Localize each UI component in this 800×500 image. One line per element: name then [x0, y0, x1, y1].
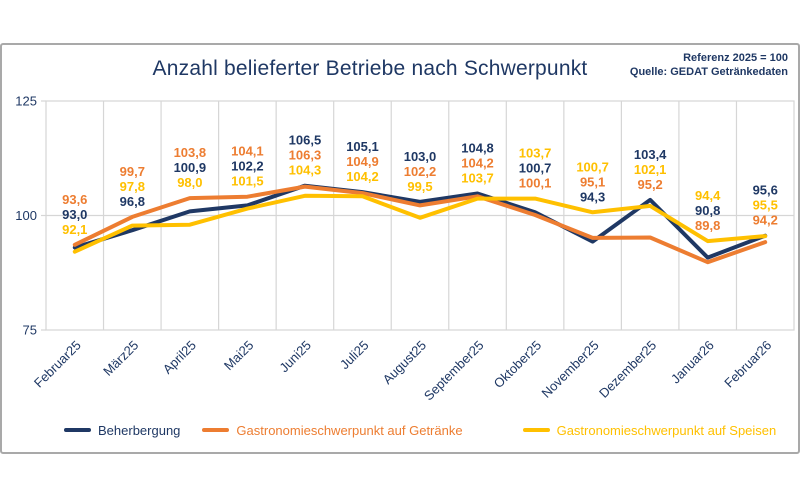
value-label-gastronomieschwerpunkt-auf-getranke: 104,2: [461, 156, 494, 171]
x-axis-label-oktober25: Oktober25: [491, 338, 545, 392]
x-axis-label-marz25: März25: [100, 338, 141, 379]
value-label-beherbergung: 105,1: [346, 139, 379, 154]
x-axis-label-juni25: Juni25: [276, 338, 314, 376]
value-label-gastronomieschwerpunkt-auf-speisen: 102,1: [634, 162, 667, 177]
value-label-beherbergung: 95,6: [753, 183, 778, 198]
value-label-beherbergung: 94,3: [580, 189, 605, 204]
value-label-gastronomieschwerpunkt-auf-speisen: 98,0: [177, 175, 202, 190]
value-label-gastronomieschwerpunkt-auf-speisen: 92,1: [62, 222, 87, 237]
value-label-beherbergung: 103,0: [404, 149, 437, 164]
value-label-beherbergung: 100,7: [519, 161, 552, 176]
series-line-beherbergung: [72, 183, 768, 260]
value-label-gastronomieschwerpunkt-auf-getranke: 104,9: [346, 154, 379, 169]
x-axis-label-januar26: Januar26: [668, 338, 717, 387]
value-label-gastronomieschwerpunkt-auf-speisen: 104,2: [346, 169, 379, 184]
value-label-gastronomieschwerpunkt-auf-getranke: 95,2: [637, 177, 662, 192]
value-label-gastronomieschwerpunkt-auf-getranke: 89,8: [695, 218, 720, 233]
legend-swatch-gastronomieschwerpunkt-auf-getranke: [202, 428, 230, 432]
value-label-gastronomieschwerpunkt-auf-getranke: 100,1: [519, 176, 552, 191]
legend-item-gastronomieschwerpunkt-auf-getranke: Gastronomieschwerpunkt auf Getränke: [202, 422, 463, 438]
x-axis-label-august25: August25: [380, 338, 429, 387]
value-label-gastronomieschwerpunkt-auf-getranke: 106,3: [289, 148, 322, 163]
legend-label-beherbergung: Beherbergung: [98, 422, 181, 438]
value-label-beherbergung: 102,2: [231, 159, 264, 174]
series-line-gastronomieschwerpunkt-auf-speisen: [72, 193, 768, 254]
legend-item-beherbergung: Beherbergung: [64, 423, 180, 438]
value-label-gastronomieschwerpunkt-auf-getranke: 99,7: [120, 164, 145, 179]
value-label-beherbergung: 106,5: [289, 133, 322, 148]
x-axis-label-februar26: Februar26: [721, 338, 774, 391]
value-label-beherbergung: 104,8: [461, 141, 494, 156]
value-label-gastronomieschwerpunkt-auf-speisen: 103,7: [461, 171, 494, 186]
value-label-gastronomieschwerpunkt-auf-getranke: 104,1: [231, 144, 264, 159]
value-label-gastronomieschwerpunkt-auf-getranke: 94,2: [753, 213, 778, 228]
reference-note: Referenz 2025 = 100: [683, 52, 788, 64]
legend-label-gastronomieschwerpunkt-auf-speisen: Gastronomieschwerpunkt auf Speisen: [556, 422, 777, 438]
source-note: Quelle: GEDAT Getränkedaten: [629, 66, 788, 78]
legend-label-gastronomieschwerpunkt-auf-getranke: Gastronomieschwerpunkt auf Getränke: [236, 422, 463, 438]
value-label-gastronomieschwerpunkt-auf-speisen: 104,3: [289, 163, 322, 178]
y-axis-label: 75: [23, 323, 37, 338]
x-axis-label-dezember25: Dezember25: [596, 338, 659, 401]
x-axis-label-november25: November25: [538, 338, 601, 401]
value-label-gastronomieschwerpunkt-auf-getranke: 95,1: [580, 174, 605, 189]
value-label-beherbergung: 103,4: [634, 147, 667, 162]
reference-block: Referenz 2025 = 100 Quelle: GEDAT Geträn…: [630, 51, 788, 79]
chart-panel: 75 100 125 93,6 93,0 92,1 99,7 97,8 96,8 103,8 100…: [0, 43, 800, 454]
legend-swatch-beherbergung: [64, 428, 91, 432]
value-label-gastronomieschwerpunkt-auf-speisen: 99,5: [407, 179, 432, 194]
x-axis-label-mai25: Mai25: [221, 338, 257, 374]
chart-title: Anzahl belieferter Betriebe nach Schwerp…: [152, 57, 588, 80]
x-axis-label-september25: September25: [421, 338, 487, 404]
legend-item-gastronomieschwerpunkt-auf-speisen: Gastronomieschwerpunkt auf Speisen: [522, 422, 777, 438]
value-label-gastronomieschwerpunkt-auf-getranke: 103,8: [174, 145, 207, 160]
series-line-gastronomieschwerpunkt-auf-getranke: [72, 184, 768, 265]
value-label-gastronomieschwerpunkt-auf-speisen: 97,8: [120, 179, 145, 194]
value-label-gastronomieschwerpunkt-auf-getranke: 93,6: [62, 192, 87, 207]
value-label-gastronomieschwerpunkt-auf-speisen: 94,4: [695, 188, 721, 203]
x-axis-label-april25: April25: [160, 338, 199, 377]
chart-legend: Beherbergung Gastronomieschwerpunkt auf G…: [2, 419, 798, 441]
value-label-gastronomieschwerpunkt-auf-speisen: 95,5: [753, 198, 778, 213]
y-axis-label: 100: [15, 208, 37, 223]
line-chart-canvas: 7510012593,693,092,199,797,896,8103,8100…: [15, 94, 795, 404]
value-label-gastronomieschwerpunkt-auf-getranke: 102,2: [404, 164, 437, 179]
value-label-beherbergung: 100,9: [174, 160, 207, 175]
legend-swatch-gastronomieschwerpunkt-auf-speisen: [522, 428, 550, 432]
value-label-gastronomieschwerpunkt-auf-speisen: 100,7: [576, 159, 609, 174]
x-axis-label-februar25: Februar25: [31, 338, 84, 391]
value-label-beherbergung: 96,8: [120, 194, 145, 209]
value-label-beherbergung: 93,0: [62, 207, 87, 222]
value-label-gastronomieschwerpunkt-auf-speisen: 103,7: [519, 146, 552, 161]
value-label-gastronomieschwerpunkt-auf-speisen: 101,5: [231, 174, 264, 189]
y-axis-label: 125: [15, 94, 37, 109]
x-axis-label-juli25: Juli25: [337, 338, 372, 373]
value-label-beherbergung: 90,8: [695, 203, 720, 218]
